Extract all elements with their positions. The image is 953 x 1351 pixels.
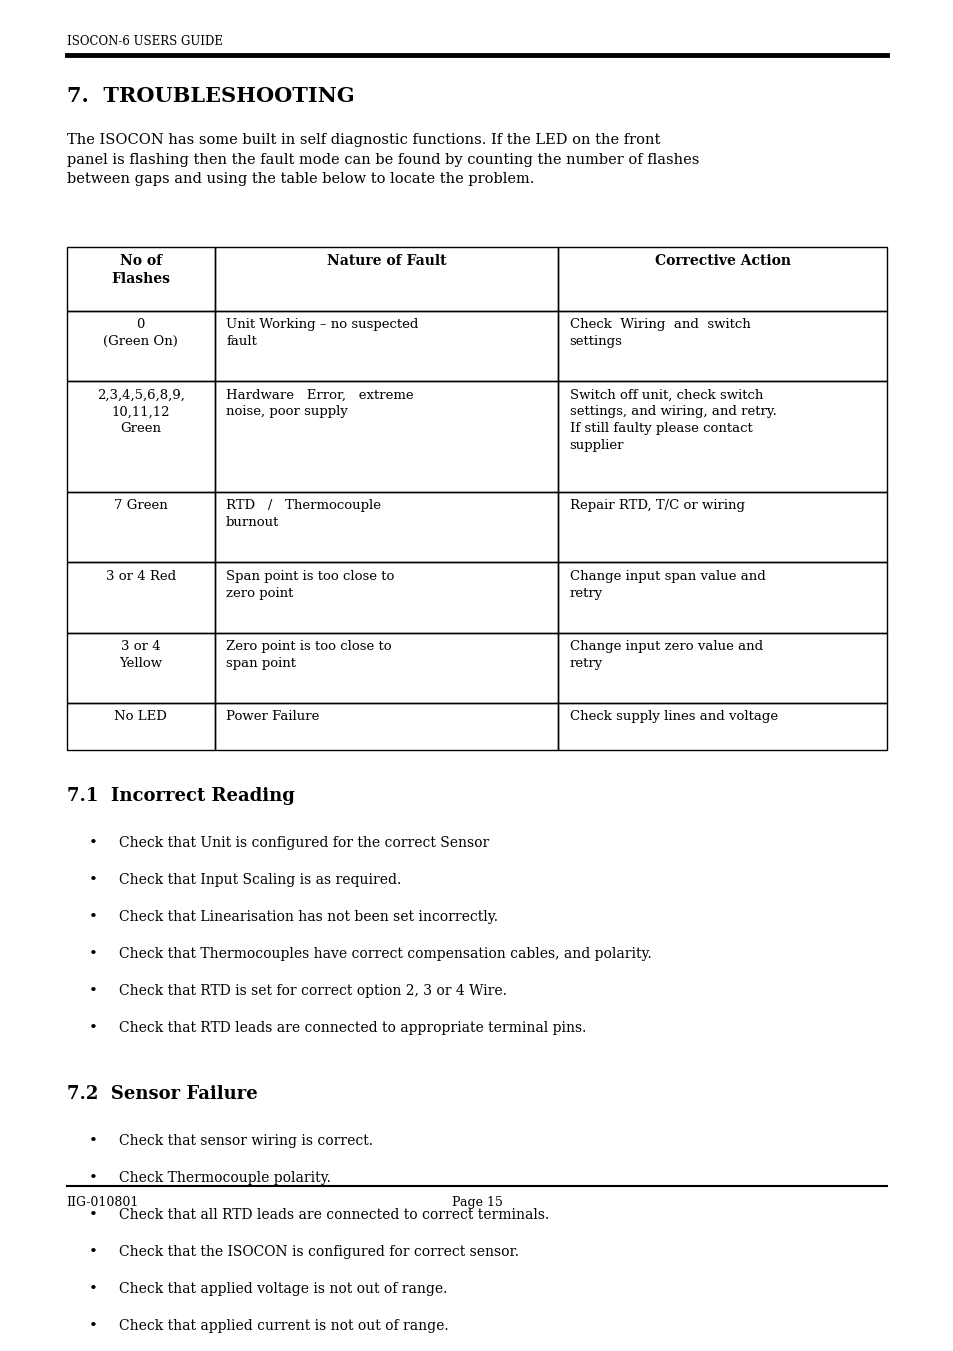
- Text: •: •: [89, 1246, 98, 1259]
- Text: 0
(Green On): 0 (Green On): [103, 317, 178, 349]
- Text: •: •: [89, 1171, 98, 1185]
- Bar: [214, 562, 558, 632]
- Text: Change input zero value and
retry: Change input zero value and retry: [569, 640, 761, 670]
- Text: Check Thermocouple polarity.: Check Thermocouple polarity.: [119, 1171, 331, 1185]
- Text: Span point is too close to
zero point: Span point is too close to zero point: [226, 570, 394, 600]
- Text: •: •: [89, 836, 98, 850]
- Bar: [67, 311, 214, 381]
- Text: Check supply lines and voltage: Check supply lines and voltage: [569, 711, 777, 723]
- Text: ISOCON-6 USERS GUIDE: ISOCON-6 USERS GUIDE: [67, 35, 223, 47]
- Text: Check that Linearisation has not been set incorrectly.: Check that Linearisation has not been se…: [119, 911, 497, 924]
- Text: Hardware   Error,   extreme
noise, poor supply: Hardware Error, extreme noise, poor supp…: [226, 388, 414, 419]
- Text: Check that applied voltage is not out of range.: Check that applied voltage is not out of…: [119, 1282, 447, 1297]
- Text: Page 15: Page 15: [451, 1196, 502, 1209]
- Text: •: •: [89, 984, 98, 998]
- Bar: [558, 632, 886, 703]
- Text: Check that sensor wiring is correct.: Check that sensor wiring is correct.: [119, 1135, 373, 1148]
- Text: Check that Unit is configured for the correct Sensor: Check that Unit is configured for the co…: [119, 836, 489, 850]
- Text: RTD   /   Thermocouple
burnout: RTD / Thermocouple burnout: [226, 500, 380, 530]
- Bar: [67, 381, 214, 492]
- Text: Check that RTD is set for correct option 2, 3 or 4 Wire.: Check that RTD is set for correct option…: [119, 984, 507, 998]
- Text: 7 Green: 7 Green: [113, 500, 168, 512]
- Text: Switch off unit, check switch
settings, and wiring, and retry.
If still faulty p: Switch off unit, check switch settings, …: [569, 388, 776, 453]
- Text: No LED: No LED: [114, 711, 167, 723]
- Text: 3 or 4
Yellow: 3 or 4 Yellow: [119, 640, 162, 670]
- Text: Zero point is too close to
span point: Zero point is too close to span point: [226, 640, 392, 670]
- Bar: [558, 703, 886, 750]
- Bar: [67, 247, 214, 311]
- Text: •: •: [89, 1135, 98, 1148]
- Text: Check that RTD leads are connected to appropriate terminal pins.: Check that RTD leads are connected to ap…: [119, 1021, 586, 1035]
- Text: Check  Wiring  and  switch
settings: Check Wiring and switch settings: [569, 317, 749, 349]
- Text: Check that Input Scaling is as required.: Check that Input Scaling is as required.: [119, 873, 401, 888]
- Text: •: •: [89, 1021, 98, 1035]
- Text: 2,3,4,5,6,8,9,
10,11,12
Green: 2,3,4,5,6,8,9, 10,11,12 Green: [96, 388, 185, 435]
- Text: 3 or 4 Red: 3 or 4 Red: [106, 570, 175, 582]
- Text: •: •: [89, 1208, 98, 1223]
- Text: Unit Working – no suspected
fault: Unit Working – no suspected fault: [226, 317, 418, 349]
- Text: •: •: [89, 1320, 98, 1333]
- Text: •: •: [89, 873, 98, 888]
- Text: The ISOCON has some built in self diagnostic functions. If the LED on the front
: The ISOCON has some built in self diagno…: [67, 134, 699, 186]
- Bar: [558, 492, 886, 562]
- Text: •: •: [89, 911, 98, 924]
- Bar: [67, 492, 214, 562]
- Text: Check that the ISOCON is configured for correct sensor.: Check that the ISOCON is configured for …: [119, 1246, 518, 1259]
- Bar: [67, 703, 214, 750]
- Text: No of
Flashes: No of Flashes: [112, 254, 170, 286]
- Text: •: •: [89, 1282, 98, 1297]
- Text: 7.1  Incorrect Reading: 7.1 Incorrect Reading: [67, 786, 294, 805]
- Text: Check that Thermocouples have correct compensation cables, and polarity.: Check that Thermocouples have correct co…: [119, 947, 651, 961]
- Bar: [214, 311, 558, 381]
- Text: Check that applied current is not out of range.: Check that applied current is not out of…: [119, 1320, 449, 1333]
- Bar: [214, 492, 558, 562]
- Bar: [214, 703, 558, 750]
- Text: •: •: [89, 947, 98, 961]
- Bar: [558, 311, 886, 381]
- Bar: [558, 247, 886, 311]
- Text: 7.  TROUBLESHOOTING: 7. TROUBLESHOOTING: [67, 86, 354, 107]
- Text: Change input span value and
retry: Change input span value and retry: [569, 570, 764, 600]
- Text: IIG-010801: IIG-010801: [67, 1196, 139, 1209]
- Bar: [558, 562, 886, 632]
- Text: Check that all RTD leads are connected to correct terminals.: Check that all RTD leads are connected t…: [119, 1208, 549, 1223]
- Bar: [214, 381, 558, 492]
- Text: 7.2  Sensor Failure: 7.2 Sensor Failure: [67, 1085, 257, 1102]
- Text: Nature of Fault: Nature of Fault: [326, 254, 446, 267]
- Bar: [214, 632, 558, 703]
- Bar: [67, 562, 214, 632]
- Bar: [67, 632, 214, 703]
- Bar: [214, 247, 558, 311]
- Text: Power Failure: Power Failure: [226, 711, 319, 723]
- Bar: [558, 381, 886, 492]
- Text: Repair RTD, T/C or wiring: Repair RTD, T/C or wiring: [569, 500, 743, 512]
- Text: Corrective Action: Corrective Action: [654, 254, 790, 267]
